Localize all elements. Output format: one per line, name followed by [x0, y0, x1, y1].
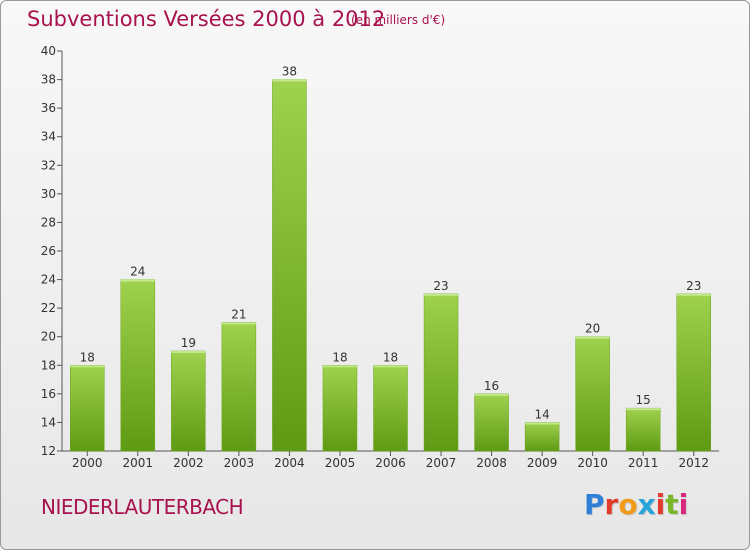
- logo-letter: r: [604, 488, 619, 521]
- x-tick-label-2009: 2009: [527, 456, 558, 470]
- bar-2005: [322, 365, 358, 452]
- data-label-2001: 24: [130, 265, 145, 279]
- x-tick-label-2007: 2007: [426, 456, 457, 470]
- bar-2006: [373, 365, 408, 452]
- bar-highlight-2001: [120, 279, 155, 282]
- bar-highlight-2005: [322, 365, 357, 368]
- x-tick-label-2012: 2012: [678, 456, 709, 470]
- bar-highlight-2009: [525, 422, 560, 425]
- bar-2004: [272, 79, 307, 452]
- logo-letter: P: [584, 488, 605, 521]
- bar-highlight-2003: [221, 322, 256, 325]
- x-tick-label-2004: 2004: [274, 456, 305, 470]
- data-label-2005: 18: [332, 350, 347, 364]
- bar-highlight-2002: [171, 351, 206, 353]
- data-labels: 18 24 19 21 38 18 18 23 16 14 20 15 23: [80, 65, 702, 422]
- bar-highlight-2011: [626, 408, 661, 411]
- data-label-2006: 18: [383, 350, 398, 364]
- axes: 12 14 16 18 20 22 24 26 28 30 32 34 36 38 40 2000 2001 20…: [41, 44, 719, 470]
- logo-letter: t: [665, 488, 679, 521]
- bar-highlight-2008: [474, 393, 509, 396]
- y-tick-label: 30: [41, 187, 56, 201]
- bar-2002: [171, 350, 206, 452]
- x-tick-label-2011: 2011: [628, 456, 659, 470]
- logo-letter: o: [618, 488, 638, 521]
- data-label-2004: 38: [282, 65, 297, 79]
- proxiti-logo[interactable]: Proxiti: [584, 488, 688, 521]
- x-tick-label-2008: 2008: [476, 456, 507, 470]
- data-label-2010: 20: [585, 322, 600, 336]
- logo-letter: x: [637, 488, 656, 521]
- y-tick-label: 18: [41, 358, 56, 372]
- bar-2001: [120, 279, 156, 452]
- bar-2010: [575, 336, 610, 452]
- y-tick-label: 32: [41, 158, 56, 172]
- y-tick-label: 22: [41, 301, 56, 315]
- bar-highlight-2007: [424, 293, 459, 296]
- bar-highlight-2012: [676, 293, 711, 296]
- bar-2009: [524, 422, 560, 452]
- data-label-2007: 23: [433, 279, 448, 293]
- x-tick-label-2000: 2000: [72, 456, 103, 470]
- y-tick-label: 20: [41, 330, 56, 344]
- bar-highlight-2010: [575, 336, 610, 339]
- y-tick-label: 26: [41, 244, 56, 258]
- x-tick-label-2003: 2003: [224, 456, 255, 470]
- y-tick-label: 24: [41, 273, 56, 287]
- x-tick-label-2002: 2002: [173, 456, 204, 470]
- y-tick-label: 36: [41, 101, 56, 115]
- chart-subtitle: (en milliers d'€): [351, 13, 446, 27]
- chart-title: Subventions Versées 2000 à 2012: [27, 7, 386, 31]
- x-tick-label-2010: 2010: [577, 456, 608, 470]
- x-tick-label-2006: 2006: [375, 456, 406, 470]
- data-label-2009: 14: [534, 407, 549, 421]
- data-label-2012: 23: [686, 279, 701, 293]
- bar-highlight-2000: [70, 365, 105, 368]
- bar-2003: [221, 322, 257, 452]
- y-tick-label: 40: [41, 44, 56, 58]
- x-tick-label-2001: 2001: [123, 456, 154, 470]
- logo-letter: i: [655, 488, 666, 521]
- y-tick-label: 38: [41, 73, 56, 87]
- data-label-2011: 15: [636, 393, 651, 407]
- y-tick-label: 12: [41, 444, 56, 458]
- x-tick-label-2005: 2005: [325, 456, 356, 470]
- y-tick-label: 14: [41, 415, 56, 429]
- bars: [70, 79, 711, 452]
- bar-2012: [676, 293, 711, 452]
- y-tick-label: 16: [41, 387, 56, 401]
- bar-2008: [474, 393, 509, 452]
- data-label-2002: 19: [181, 336, 196, 350]
- bar-highlight-2004: [272, 79, 307, 82]
- logo-letter: i: [678, 488, 689, 521]
- commune-name: NIEDERLAUTERBACH: [41, 495, 244, 519]
- data-label-2000: 18: [80, 350, 95, 364]
- y-tick-label: 34: [41, 130, 56, 144]
- bar-2007: [423, 293, 459, 452]
- bar-2011: [625, 407, 661, 452]
- y-tick-label: 28: [41, 215, 56, 229]
- bar-highlight-2006: [373, 365, 408, 368]
- bar-2000: [70, 365, 105, 452]
- data-label-2008: 16: [484, 379, 499, 393]
- data-label-2003: 21: [231, 307, 246, 321]
